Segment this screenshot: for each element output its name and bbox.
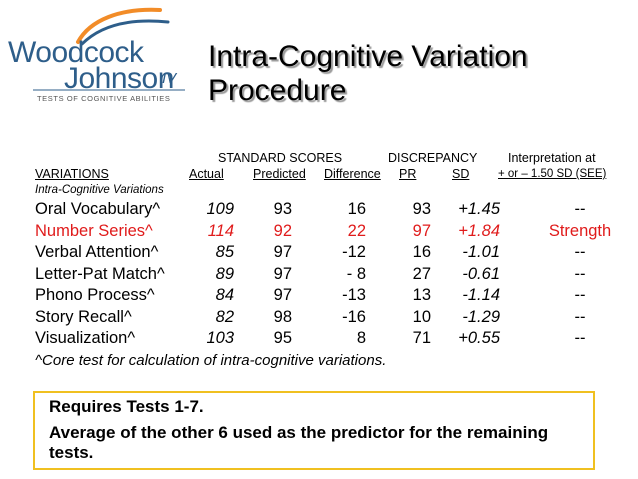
cell-difference: 16	[347, 200, 366, 218]
box-line-2: Average of the other 6 used as the predi…	[49, 423, 549, 462]
cell-interp: --	[574, 243, 586, 261]
cell-difference: -12	[342, 243, 366, 261]
cell-predicted: 97	[273, 264, 292, 283]
cell-actual: 114	[207, 221, 234, 240]
header-actual: Actual	[189, 167, 224, 181]
header-see: + or – 1.50 SD (SEE)	[498, 168, 607, 180]
cell-pr: 93	[412, 200, 431, 218]
cell-interp: --	[574, 307, 586, 326]
logo-subtitle: TESTS OF COGNITIVE ABILITIES	[37, 94, 171, 103]
cell-difference: -16	[342, 307, 366, 326]
cell-actual: 84	[215, 286, 234, 304]
cell-pr: 13	[412, 286, 431, 304]
logo-edition: IV	[162, 70, 177, 87]
cell-pr: 16	[412, 243, 431, 261]
cell-difference: 8	[356, 329, 366, 347]
cell-actual: 109	[206, 200, 234, 218]
cell-name: Story Recall^	[35, 307, 132, 326]
cell-name: Oral Vocabulary^	[35, 200, 161, 218]
cell-interp: Strength	[548, 221, 612, 240]
cell-sd: -0.61	[462, 264, 500, 283]
cell-interp: --	[574, 264, 586, 283]
cell-name: Letter-Pat Match^	[35, 264, 165, 283]
cell-predicted: 97	[273, 286, 292, 304]
cell-actual: 103	[206, 329, 234, 347]
logo-text-johnson: Johnson	[64, 62, 174, 95]
header-pr: PR	[399, 167, 417, 181]
cell-interp: --	[574, 200, 586, 218]
group-label: Intra-Cognitive Variations	[35, 184, 164, 196]
header-difference: Difference	[324, 167, 381, 181]
cell-actual: 89	[215, 264, 234, 283]
cell-difference: -13	[342, 286, 366, 304]
cell-name: Verbal Attention^	[35, 243, 159, 261]
woodcock-johnson-logo: Woodcock Johnson IV TESTS OF COGNITIVE A…	[0, 0, 200, 110]
cell-sd: +1.84	[458, 221, 500, 240]
logo-text-woodcock: Woodcock	[8, 36, 144, 69]
cell-sd: -1.29	[462, 307, 500, 326]
cell-name: Visualization^	[35, 329, 136, 347]
cell-sd: +0.55	[458, 329, 500, 347]
cell-sd: -1.01	[462, 243, 500, 261]
cell-name: Number Series^	[35, 221, 153, 240]
logo-swoosh-icon	[33, 7, 185, 91]
page-title: Intra-Cognitive Variation Procedure	[208, 40, 528, 108]
footnote: ^Core test for calculation of intra-cogn…	[35, 352, 387, 369]
cell-pr: 71	[412, 329, 431, 347]
cell-predicted: 93	[273, 200, 292, 218]
header-sd: SD	[452, 167, 470, 181]
header-variations: VARIATIONS	[35, 167, 109, 181]
cell-sd: +1.45	[458, 200, 500, 218]
cell-predicted: 95	[273, 329, 292, 347]
cell-name: Phono Process^	[35, 286, 155, 304]
cell-difference: - 8	[346, 264, 366, 283]
cell-pr: 27	[412, 264, 431, 283]
title-line-2: Procedure	[208, 74, 347, 107]
box-line-1: Requires Tests 1-7.	[49, 397, 204, 416]
header-discrepancy: DISCREPANCY	[388, 151, 478, 165]
cell-predicted: 92	[273, 221, 292, 240]
cell-predicted: 97	[273, 243, 292, 261]
cell-pr: 10	[412, 307, 431, 326]
header-predicted: Predicted	[253, 167, 306, 181]
cell-actual: 85	[215, 243, 234, 261]
title-line-1: Intra-Cognitive Variation	[208, 40, 528, 73]
cell-actual: 82	[215, 307, 234, 326]
header-interpretation: Interpretation at	[508, 151, 596, 165]
cell-predicted: 98	[273, 307, 292, 326]
cell-difference: 22	[347, 221, 366, 240]
cell-pr: 97	[412, 221, 431, 240]
cell-interp: --	[574, 329, 586, 347]
cell-sd: -1.14	[462, 286, 500, 304]
header-standard-scores: STANDARD SCORES	[218, 151, 343, 165]
cell-interp: --	[574, 286, 586, 304]
requirements-box: Requires Tests 1-7. Average of the other…	[33, 391, 595, 470]
